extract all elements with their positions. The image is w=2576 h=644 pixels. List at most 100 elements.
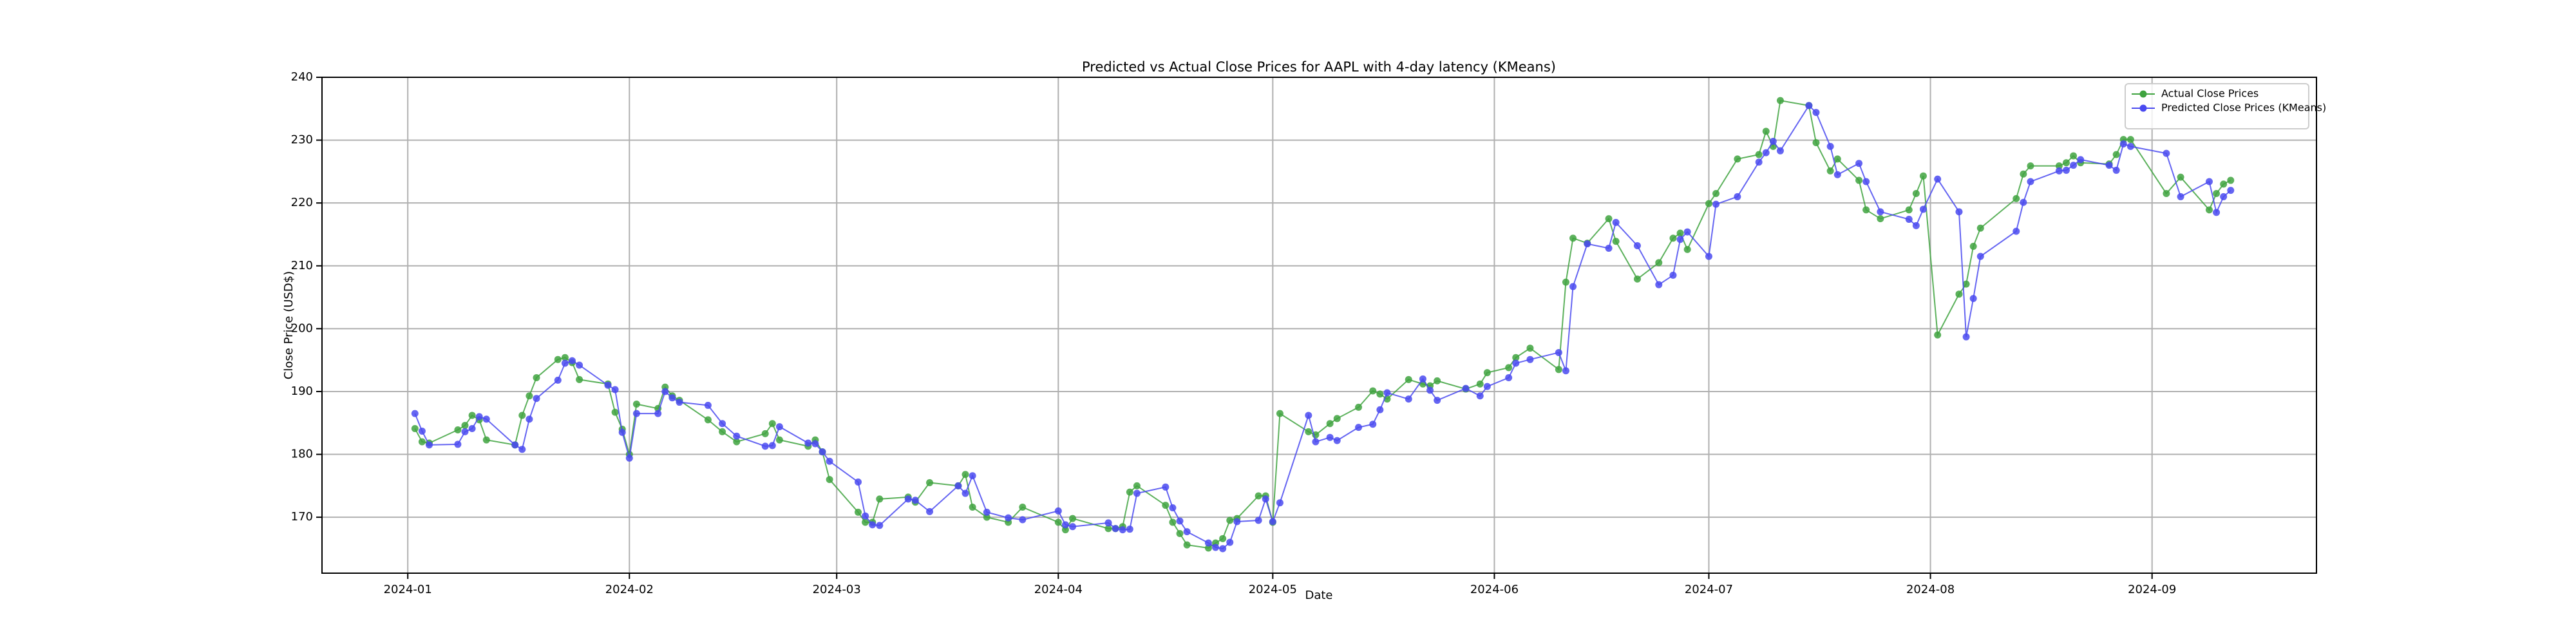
y-tick-label: 200 <box>291 321 313 335</box>
x-tick-label: 2024-04 <box>1034 583 1083 596</box>
y-tick-label: 230 <box>291 133 313 147</box>
point-marker <box>926 507 934 515</box>
point-marker <box>1955 208 1963 216</box>
point-marker <box>1133 489 1141 497</box>
point-marker <box>733 438 741 446</box>
point-marker <box>1962 333 1970 341</box>
point-marker <box>1126 488 1133 496</box>
point-marker <box>1569 234 1577 242</box>
legend-label: Predicted Close Prices (KMeans) <box>2161 102 2326 114</box>
point-marker <box>1762 128 1770 135</box>
point-marker <box>1826 142 1834 150</box>
point-marker <box>1383 389 1391 397</box>
point-marker <box>1669 271 1677 279</box>
point-marker <box>911 497 919 504</box>
point-marker <box>1769 138 1777 146</box>
point-marker <box>468 425 476 433</box>
point-marker <box>604 381 612 389</box>
point-marker <box>2177 173 2184 181</box>
point-marker <box>1419 375 1426 383</box>
point-marker <box>862 518 869 526</box>
point-marker <box>1555 348 1562 356</box>
point-marker <box>2227 187 2235 194</box>
point-marker <box>1655 281 1663 289</box>
point-marker <box>1255 516 1262 524</box>
point-marker <box>1176 530 1184 538</box>
point-marker <box>468 412 476 419</box>
point-marker <box>1705 252 1712 260</box>
point-marker <box>1269 518 1276 526</box>
point-marker <box>1705 200 1712 207</box>
point-marker <box>1934 175 1942 183</box>
point-marker <box>1183 528 1191 536</box>
point-marker <box>826 476 833 484</box>
point-marker <box>2070 152 2078 160</box>
point-marker <box>1019 516 1027 524</box>
point-marker <box>2012 194 2020 202</box>
y-tick-label: 170 <box>291 510 313 524</box>
point-marker <box>632 400 640 408</box>
point-marker <box>632 410 640 417</box>
point-marker <box>576 375 583 383</box>
point-marker <box>719 428 726 435</box>
point-marker <box>761 430 769 437</box>
point-marker <box>611 408 619 416</box>
point-marker <box>1612 218 1620 226</box>
point-marker <box>526 392 533 400</box>
point-marker <box>2070 162 2078 169</box>
point-marker <box>969 504 976 511</box>
point-marker <box>1934 331 1942 339</box>
point-marker <box>1877 215 1884 223</box>
point-marker <box>1112 525 1119 533</box>
legend-swatch-marker <box>2139 104 2147 112</box>
point-marker <box>1569 283 1577 290</box>
y-tick-label: 180 <box>291 448 313 461</box>
point-marker <box>1734 193 1741 200</box>
point-marker <box>661 388 669 395</box>
point-marker <box>461 422 469 430</box>
point-marker <box>1069 523 1077 531</box>
point-marker <box>719 420 726 428</box>
point-marker <box>411 410 419 417</box>
point-marker <box>862 512 869 520</box>
point-marker <box>1712 190 1720 198</box>
point-marker <box>1434 377 1441 384</box>
point-marker <box>1061 526 1069 534</box>
point-marker <box>2213 190 2221 198</box>
point-marker <box>1969 295 1977 303</box>
point-marker <box>1376 406 1384 413</box>
point-marker <box>1326 420 1334 428</box>
point-marker <box>1133 482 1141 489</box>
chart-title: Predicted vs Actual Close Prices for AAP… <box>1082 59 1556 75</box>
point-marker <box>1955 290 1963 298</box>
x-tick-label: 2024-05 <box>1249 583 1297 596</box>
point-marker <box>1905 206 1913 214</box>
point-marker <box>1219 545 1227 553</box>
point-marker <box>904 495 912 503</box>
point-marker <box>1776 147 1784 155</box>
point-marker <box>2027 178 2034 185</box>
point-marker <box>2220 193 2228 200</box>
point-marker <box>926 478 934 486</box>
point-marker <box>1862 178 1870 185</box>
point-marker <box>611 386 619 393</box>
point-marker <box>2126 142 2134 150</box>
point-marker <box>2119 140 2127 147</box>
point-marker <box>1855 160 1863 167</box>
point-marker <box>554 376 562 384</box>
point-marker <box>1333 415 1341 422</box>
point-marker <box>1612 238 1620 245</box>
point-marker <box>1104 525 1112 533</box>
point-marker <box>1126 526 1133 533</box>
point-marker <box>954 482 962 489</box>
point-marker <box>1276 410 1283 417</box>
point-marker <box>1877 208 1884 216</box>
point-marker <box>1276 499 1283 507</box>
point-marker <box>1919 205 1927 213</box>
point-marker <box>819 448 826 456</box>
point-marker <box>1219 535 1227 542</box>
point-marker <box>1919 172 1927 180</box>
point-marker <box>1119 526 1126 534</box>
point-marker <box>1255 492 1262 500</box>
point-marker <box>1805 102 1813 109</box>
